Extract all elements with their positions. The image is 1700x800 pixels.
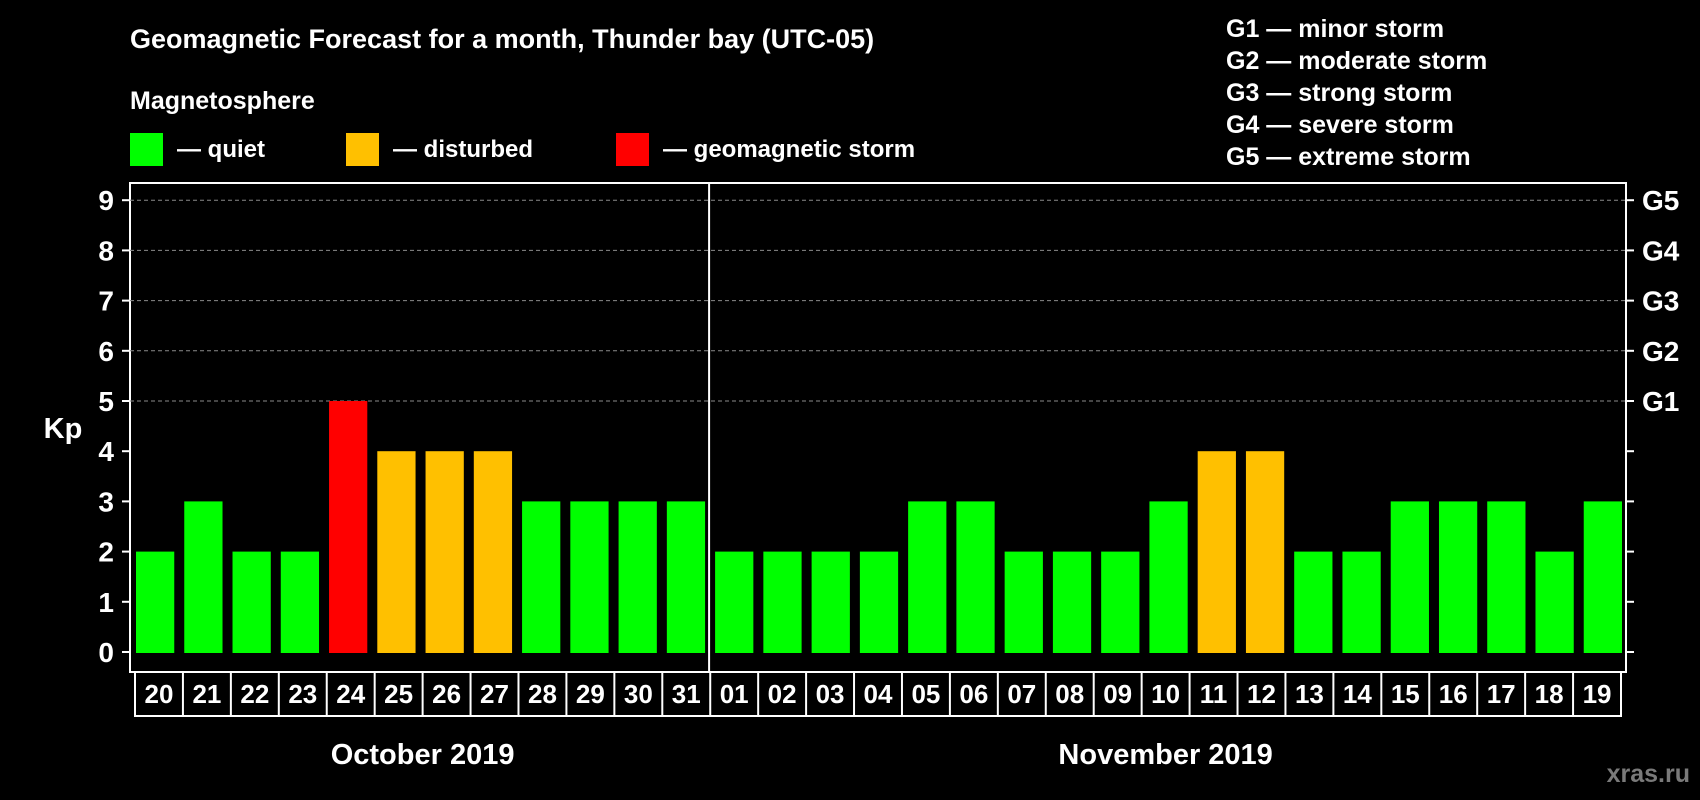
watermark: xras.ru [1607,760,1690,788]
x-tick-label-01: 01 [720,679,749,709]
x-tick-label-19: 19 [1583,679,1612,709]
chart-subtitle: Magnetosphere [130,87,315,115]
bar-04 [859,551,899,653]
x-tick-label-31: 31 [672,679,701,709]
y-tick-label: 6 [98,336,114,367]
bar-18 [1535,551,1574,653]
x-tick-label-24: 24 [336,679,365,709]
x-tick-label-23: 23 [288,679,317,709]
bar-01 [715,551,754,653]
x-tick-label-21: 21 [192,679,221,709]
x-tick-label-18: 18 [1535,679,1564,709]
bar-22 [232,551,271,653]
x-tick-label-16: 16 [1439,679,1468,709]
bar-05 [908,501,947,653]
y-tick-label: 3 [98,486,114,517]
storm-scale-g1: G1 — minor storm [1226,15,1444,43]
x-tick-label-06: 06 [959,679,988,709]
x-tick-label-04: 04 [864,679,893,709]
y-tick-label: 8 [98,235,114,266]
y-tick-label: 1 [98,587,114,618]
bar-03 [811,551,850,653]
x-tick-label-22: 22 [240,679,269,709]
x-tick-label-07: 07 [1007,679,1036,709]
bar-02 [763,551,802,653]
bar-13 [1294,551,1333,653]
y-tick-label: 4 [98,436,114,467]
y-tick-label: 0 [98,637,114,668]
x-tick-label-12: 12 [1247,679,1276,709]
x-tick-label-13: 13 [1295,679,1324,709]
bar-11 [1197,451,1236,653]
right-tick-label-g3: G3 [1642,286,1679,317]
legend-label-disturbed: — disturbed [393,136,533,163]
bar-19 [1583,501,1622,653]
x-tick-label-15: 15 [1391,679,1420,709]
storm-scale-g3: G3 — strong storm [1226,79,1452,107]
bar-09 [1101,551,1140,653]
y-tick-label: 7 [98,286,114,317]
x-tick-label-11: 11 [1200,679,1228,709]
bar-16 [1438,501,1478,653]
legend-swatch-storm [616,133,649,166]
bar-14 [1342,551,1381,653]
x-tick-label-25: 25 [384,679,413,709]
x-tick-label-10: 10 [1151,679,1180,709]
legend: — quiet — disturbed — geomagnetic storm [130,133,915,166]
x-tick-label-27: 27 [480,679,509,709]
right-tick-label-g5: G5 [1642,185,1679,216]
bar-29 [570,501,609,653]
bar-07 [1004,551,1043,653]
x-tick-label-03: 03 [816,679,845,709]
bar-15 [1390,501,1429,653]
bar-08 [1052,551,1092,653]
right-tick-label-g2: G2 [1642,336,1679,367]
bar-20 [136,551,175,653]
bar-26 [425,451,464,653]
legend-swatch-disturbed [346,133,379,166]
legend-label-storm: — geomagnetic storm [663,136,915,163]
bar-17 [1487,501,1526,653]
storm-scale-g2: G2 — moderate storm [1226,47,1487,75]
x-tick-label-17: 17 [1487,679,1516,709]
x-tick-label-08: 08 [1055,679,1084,709]
x-tick-label-20: 20 [145,679,174,709]
x-tick-label-30: 30 [624,679,653,709]
bar-23 [280,551,320,653]
legend-swatch-quiet [130,133,163,166]
right-tick-label-g4: G4 [1642,235,1680,266]
bar-12 [1245,451,1285,653]
bar-25 [377,451,416,653]
storm-scale-g5: G5 — extreme storm [1226,143,1471,171]
month-label-1: November 2019 [1058,739,1272,771]
chart-title: Geomagnetic Forecast for a month, Thunde… [130,24,874,54]
x-tick-label-28: 28 [528,679,557,709]
storm-scale-legend: G1 — minor storm G2 — moderate storm G3 … [1226,15,1487,171]
bar-06 [956,501,995,653]
x-tick-label-02: 02 [768,679,797,709]
bar-31 [666,501,706,653]
x-tick-label-29: 29 [576,679,605,709]
bar-27 [473,451,513,653]
x-tick-label-26: 26 [432,679,461,709]
bar-28 [522,501,561,653]
y-tick-label: 5 [98,386,114,417]
y-tick-label: 9 [98,185,114,216]
storm-scale-g4: G4 — severe storm [1226,111,1454,139]
bar-30 [618,501,657,653]
bar-24 [329,401,368,653]
legend-label-quiet: — quiet [177,136,265,163]
x-tick-label-09: 09 [1103,679,1132,709]
y-axis-label: Kp [44,413,83,445]
bar-10 [1149,501,1188,653]
month-label-0: October 2019 [331,739,515,771]
day-label-strip [134,671,1622,717]
bar-21 [184,501,223,653]
x-tick-label-05: 05 [911,679,940,709]
y-tick-label: 2 [98,537,114,568]
x-tick-label-14: 14 [1343,679,1372,709]
right-tick-label-g1: G1 [1642,386,1679,417]
